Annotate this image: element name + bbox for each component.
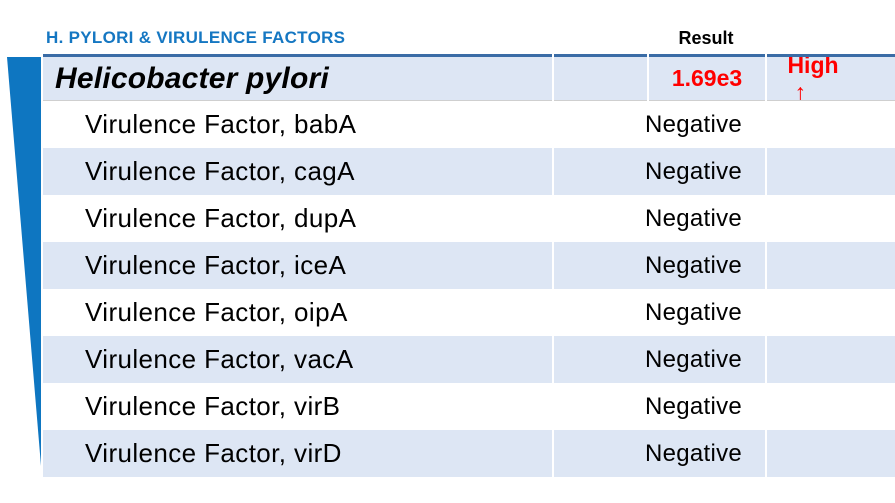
flag-cell (767, 148, 895, 195)
table-row: Virulence Factor, dupA Negative (43, 195, 895, 242)
flag-cell (767, 101, 895, 148)
result-value: Negative (644, 439, 743, 467)
test-name: Virulence Factor, babA (85, 109, 357, 139)
test-name-cell: Virulence Factor, iceA (43, 242, 552, 289)
up-arrow-icon: ↑ (794, 78, 806, 101)
test-name-cell: Virulence Factor, cagA (43, 148, 552, 195)
flag-cell (767, 289, 895, 336)
spacer-cell (554, 54, 647, 101)
result-value: Negative (644, 298, 743, 326)
flag-cell (767, 430, 895, 477)
table-row: Virulence Factor, iceA Negative (43, 242, 895, 289)
result-value-cell: Negative (554, 430, 765, 477)
test-name-cell: Virulence Factor, dupA (43, 195, 552, 242)
result-value: Negative (644, 345, 743, 373)
result-value-cell: Negative (554, 148, 765, 195)
result-column-header: Result (678, 28, 734, 48)
table-row: Virulence Factor, vacA Negative (43, 336, 895, 383)
flag-cell (767, 195, 895, 242)
high-flag: High ↑ (787, 57, 838, 101)
test-name: Virulence Factor, virD (85, 438, 342, 468)
result-value-cell: Negative (554, 242, 765, 289)
test-name: Virulence Factor, oipA (85, 297, 348, 327)
test-name-cell: Virulence Factor, virB (43, 383, 552, 430)
result-value: Negative (644, 204, 743, 232)
test-name: Virulence Factor, dupA (85, 203, 357, 233)
result-value-cell: Negative (554, 195, 765, 242)
flag-cell: High ↑ (767, 54, 895, 101)
result-value: Negative (644, 157, 743, 185)
result-value: 1.69e3 (671, 65, 743, 91)
flag-cell (767, 336, 895, 383)
table-row: Virulence Factor, oipA Negative (43, 289, 895, 336)
test-name-cell: Virulence Factor, virD (43, 430, 552, 477)
result-value-cell: Negative (554, 101, 765, 148)
table-row: Virulence Factor, cagA Negative (43, 148, 895, 195)
result-value-cell: Negative (554, 383, 765, 430)
test-name: Virulence Factor, cagA (85, 156, 355, 186)
result-value-cell: Negative (554, 289, 765, 336)
table-row: Virulence Factor, virB Negative (43, 383, 895, 430)
result-value: Negative (644, 251, 743, 279)
results-table: Helicobacter pylori 1.69e3 High ↑ Virulence … (43, 54, 895, 477)
result-value-cell: Negative (554, 336, 765, 383)
table-row: Virulence Factor, virD Negative (43, 430, 895, 477)
test-name-cell: Helicobacter pylori (43, 54, 552, 101)
table-row-organism: Helicobacter pylori 1.69e3 High ↑ (43, 54, 895, 101)
result-value-cell: 1.69e3 (649, 54, 765, 101)
result-value: Negative (644, 392, 743, 420)
test-name-cell: Virulence Factor, vacA (43, 336, 552, 383)
test-name: Virulence Factor, vacA (85, 344, 354, 374)
test-name: Virulence Factor, iceA (85, 250, 347, 280)
test-name: Virulence Factor, virB (85, 391, 341, 421)
section-title: H. PYLORI & VIRULENCE FACTORS (46, 28, 346, 47)
result-value: Negative (644, 110, 743, 138)
flag-cell (767, 242, 895, 289)
flag-cell (767, 383, 895, 430)
test-name-cell: Virulence Factor, oipA (43, 289, 552, 336)
test-name: Helicobacter pylori (55, 61, 329, 95)
test-name-cell: Virulence Factor, babA (43, 101, 552, 148)
table-row: Virulence Factor, babA Negative (43, 101, 895, 148)
